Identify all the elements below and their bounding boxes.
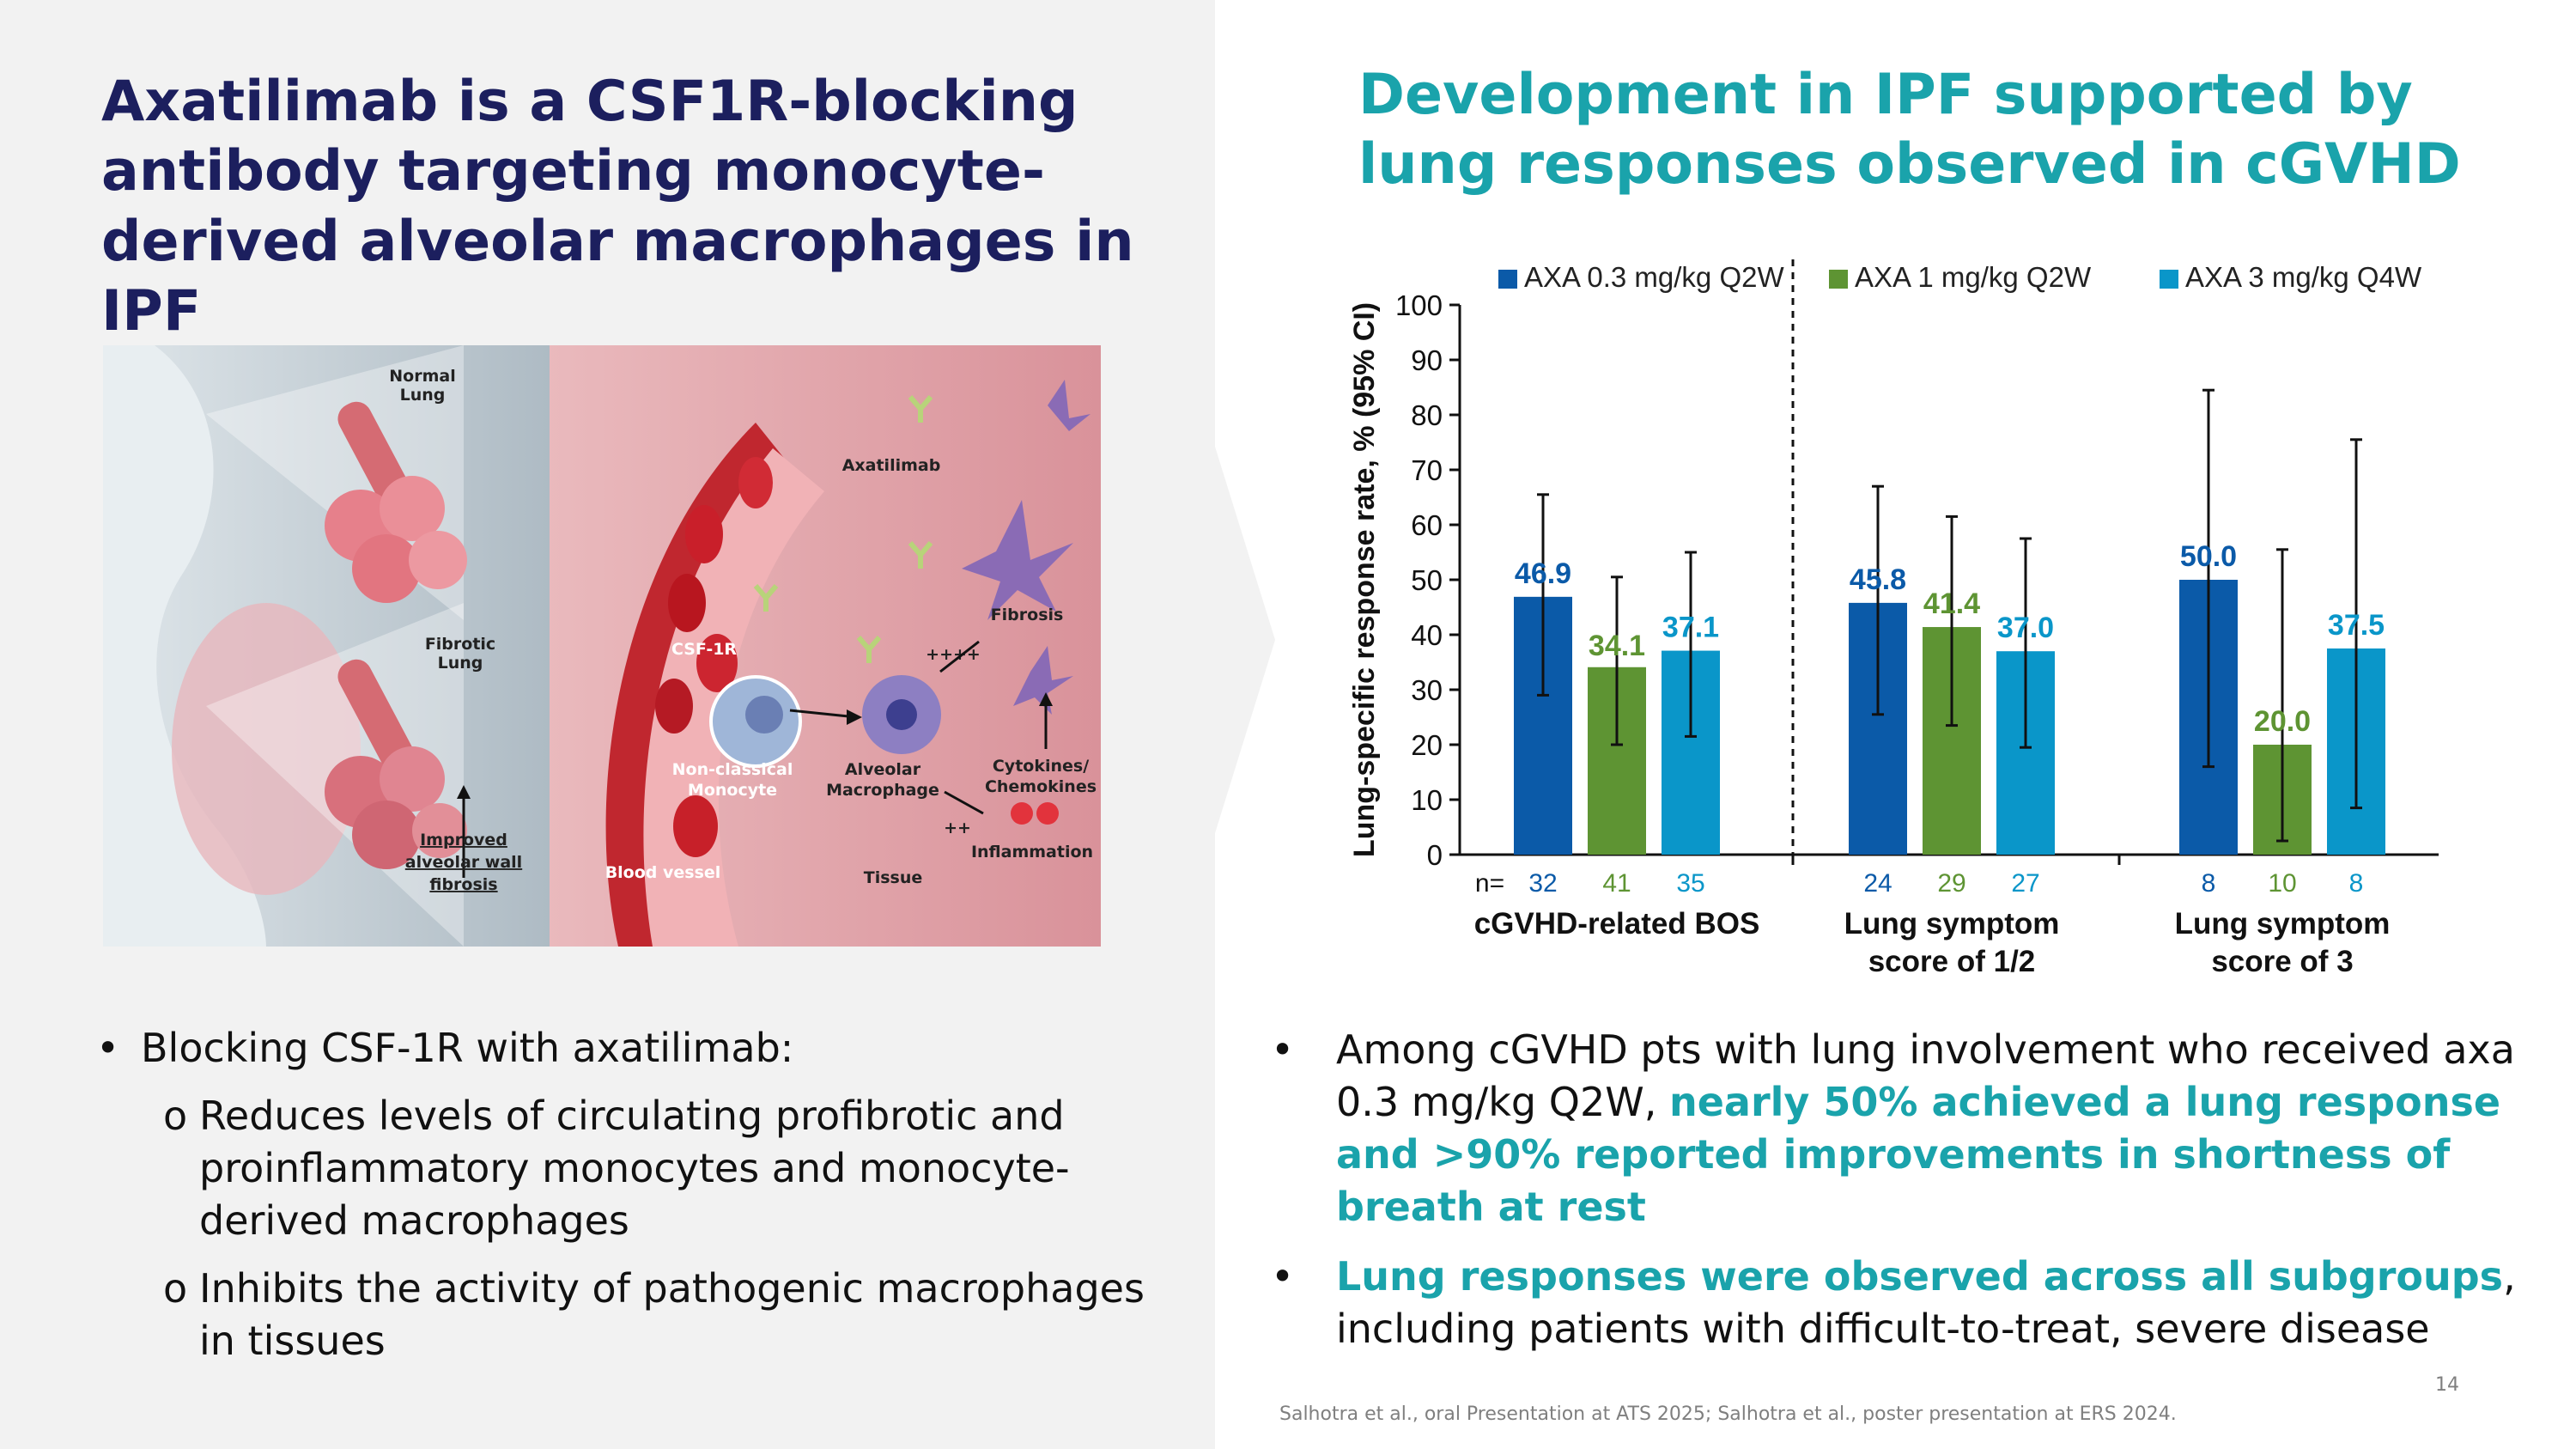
y-tick-label: 20 (1411, 729, 1443, 761)
right-bullet-1: Among cGVHD pts with lung involvement wh… (1262, 1024, 2559, 1233)
axatilimab-label: Axatilimab (842, 456, 941, 475)
bar-value-label: 37.5 (2328, 609, 2385, 642)
left-sub-bullet: Reduces levels of circulating profibroti… (96, 1090, 1161, 1247)
n-value: 10 (2268, 869, 2296, 898)
right-bullet-list: Among cGVHD pts with lung involvement wh… (1262, 1024, 2559, 1373)
legend-swatch (1498, 270, 1517, 289)
red-blood-cells (655, 457, 773, 857)
group-label: score of 1/2 (1868, 945, 2036, 978)
fibrosis-label: Fibrosis (991, 606, 1064, 624)
blood-vessel-label: Blood vessel (605, 863, 721, 882)
bar-value-label: 46.9 (1515, 557, 1571, 590)
legend-swatch (1829, 270, 1848, 289)
legend-label: AXA 0.3 mg/kg Q2W (1524, 261, 1784, 293)
improved-label-2: alveolar wall (405, 853, 522, 872)
mechanism-illustration: Normal Lung Fibrotic Lung Improved alveo… (103, 345, 1101, 947)
monocyte-to-macrophage-arrow (789, 709, 849, 718)
head-shape (103, 345, 266, 947)
bar-value-label: 41.4 (1923, 588, 1980, 620)
normal-lung-label-2: Lung (400, 386, 446, 405)
page-number: 14 (2435, 1374, 2459, 1396)
bar-value-label: 34.1 (1589, 630, 1645, 662)
right-bullet-1-text: Among cGVHD pts with lung involvement wh… (1336, 1026, 2515, 1125)
group-label: cGVHD-related BOS (1474, 907, 1760, 941)
n-value: 41 (1602, 869, 1631, 898)
n-value: 24 (1863, 869, 1892, 898)
n-value: 29 (1937, 869, 1965, 898)
improved-label-1: Improved (420, 831, 507, 849)
fibrosis-inhibit-line (939, 640, 980, 673)
n-label: n= (1475, 869, 1504, 898)
right-bullet-2: Lung responses were observed across all … (1262, 1251, 2559, 1355)
footnote: Salhotra et al., oral Presentation at AT… (1279, 1403, 2177, 1425)
inflammation-cells (1011, 802, 1059, 825)
tissue-label: Tissue (864, 868, 923, 887)
y-tick-label: 40 (1411, 619, 1443, 651)
response-rate-chart: AXA 0.3 mg/kg Q2W AXA 1 mg/kg Q2W AXA 3 mg… (1348, 259, 2439, 978)
right-bullet-1-highlight: nearly 50% achieved a lung response and … (1336, 1079, 2501, 1230)
fibrotic-lung-alveoli (325, 659, 467, 869)
lung-shape (172, 603, 361, 895)
n-value: 8 (2349, 869, 2364, 898)
macrophage-cell (862, 675, 941, 754)
fibrotic-lung-label-2: Lung (438, 654, 483, 673)
bar-value-label: 45.8 (1850, 563, 1906, 596)
n-value: 27 (2011, 869, 2039, 898)
y-tick-label: 30 (1411, 674, 1443, 706)
right-bullet-2-highlight: Lung responses were observed across all … (1336, 1253, 2504, 1300)
left-title: Axatilimab is a CSF1R-blocking antibody … (101, 70, 1134, 344)
group-label: score of 3 (2211, 945, 2353, 978)
right-bullet-2-post: , including patients with difficult-to-t… (1336, 1253, 2516, 1352)
y-tick-label: 70 (1411, 454, 1443, 486)
legend-label: AXA 1 mg/kg Q2W (1855, 261, 2092, 293)
normal-lung-label-1: Normal (389, 367, 455, 386)
bar-value-label: 37.0 (1997, 612, 2054, 644)
y-tick-label: 90 (1411, 344, 1443, 376)
n-value: 35 (1676, 869, 1704, 898)
bar-value-label: 50.0 (2180, 540, 2237, 573)
group-label: Lung symptom (2175, 907, 2391, 941)
inflammation-inhibit-line (944, 790, 984, 815)
left-bullet-list: Blocking CSF-1R with axatilimab: Reduces… (96, 1022, 1161, 1367)
y-tick-label: 50 (1411, 564, 1443, 596)
group-label: Lung symptom (1844, 907, 2060, 941)
y-tick-label: 100 (1395, 289, 1443, 321)
legend-swatch (2160, 270, 2178, 289)
plus2-label: ++ (944, 819, 971, 837)
improved-label-3: fibrosis (429, 875, 497, 894)
normal-lung-alveoli (325, 401, 467, 603)
cytokines-label-1: Cytokines/ (993, 757, 1089, 776)
macrophage-label-1: Alveolar (845, 760, 921, 779)
macrophage-label-2: Macrophage (826, 781, 939, 800)
chevron-divider (1215, 447, 1275, 833)
y-axis-label: Lung-specific response rate, % (95% CI) (1348, 302, 1381, 857)
legend-label: AXA 3 mg/kg Q4W (2185, 261, 2422, 293)
monocyte-label-1: Non-classical (672, 760, 793, 779)
cytokines-label-2: Chemokines (985, 777, 1097, 796)
csf1r-label: CSF-1R (671, 640, 737, 659)
inflammation-label: Inflammation (971, 843, 1093, 861)
n-value: 32 (1528, 869, 1557, 898)
y-tick-label: 60 (1411, 509, 1443, 541)
fibrotic-lung-label-1: Fibrotic (425, 635, 495, 654)
bar-value-label: 20.0 (2254, 705, 2311, 738)
fibrosis-cells (962, 380, 1091, 715)
left-bullet-main: Blocking CSF-1R with axatilimab: (96, 1022, 1161, 1075)
right-title: Development in IPF supported by lung res… (1358, 63, 2461, 198)
left-sub-bullet: Inhibits the activity of pathogenic macr… (96, 1263, 1161, 1367)
antibody-icons (753, 395, 933, 663)
n-value: 8 (2202, 869, 2216, 898)
bar-value-label: 37.1 (1662, 612, 1719, 644)
y-tick-label: 80 (1411, 399, 1443, 431)
monocyte-label-2: Monocyte (688, 781, 777, 800)
y-tick-label: 0 (1427, 839, 1443, 871)
y-tick-label: 10 (1411, 784, 1443, 816)
